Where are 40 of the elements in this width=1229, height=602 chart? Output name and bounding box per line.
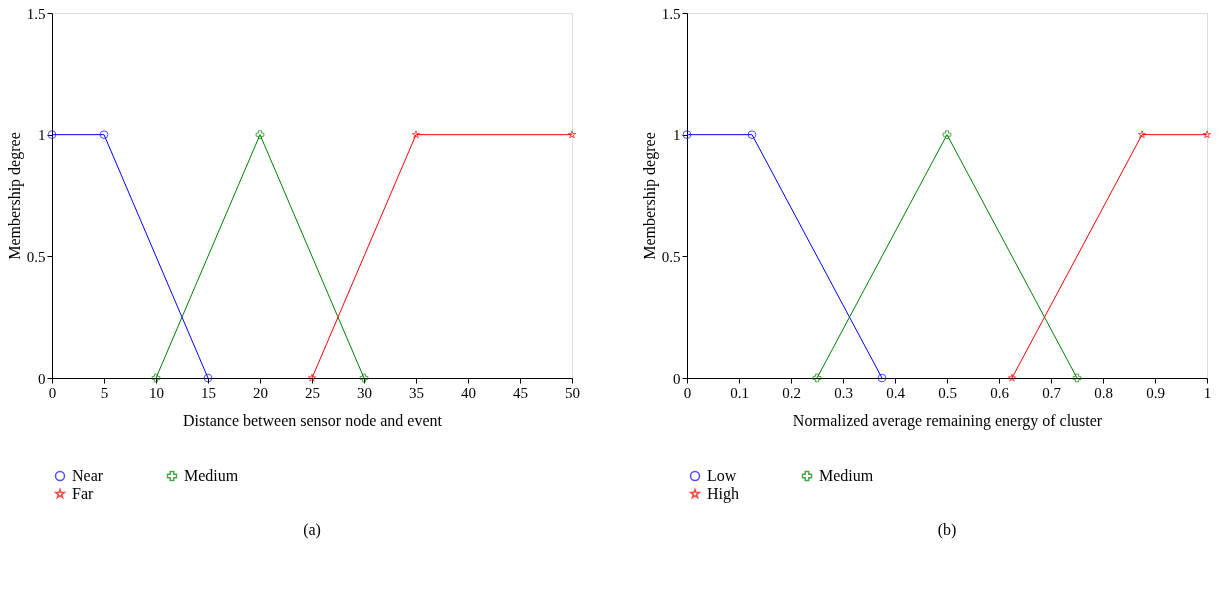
x-tick-label: 5 <box>100 384 109 401</box>
text: (b) <box>937 521 957 539</box>
text: (a) <box>303 521 321 539</box>
x-tick-label: 10 <box>149 384 164 401</box>
y-tick-label: 1 <box>673 127 681 144</box>
x-tick-label: 50 <box>565 384 580 401</box>
x-axis-title: Normalized average remaining energy of cluster <box>792 411 1103 430</box>
x-tick-label: 45 <box>513 384 528 401</box>
x-tick-label: 30 <box>357 384 372 401</box>
x-tick-label: 1 <box>1203 384 1212 401</box>
x-tick-label: 35 <box>409 384 424 401</box>
x-tick-label: 0.5 <box>938 384 957 401</box>
y-tick-label: 1 <box>38 127 46 144</box>
y-tick-label: 0.5 <box>26 248 46 265</box>
y-tick-label: 1.5 <box>661 5 681 22</box>
y-axis-title: Membership degree <box>640 132 659 260</box>
y-tick-label: 0 <box>673 370 681 387</box>
x-tick-label: 0.2 <box>782 384 801 401</box>
y-axis-title: Membership degree <box>5 132 24 260</box>
x-axis-title: Distance between sensor node and event <box>182 411 443 429</box>
y-tick-label: 0.5 <box>661 248 681 265</box>
x-tick-label: 25 <box>305 384 320 401</box>
x-tick-label: 40 <box>461 384 476 401</box>
legend-label: Medium <box>184 467 239 484</box>
legend-label: Near <box>72 467 104 484</box>
legend-label: Far <box>72 485 94 502</box>
x-tick-label: 0.9 <box>1146 384 1165 401</box>
x-tick-label: 0.6 <box>990 384 1010 401</box>
x-tick-label: 20 <box>253 384 268 401</box>
y-tick-label: 1.5 <box>26 5 46 22</box>
x-tick-label: 15 <box>201 384 216 401</box>
legend-label: Medium <box>819 467 874 484</box>
x-tick-label: 0.1 <box>730 384 749 401</box>
legend-label: High <box>707 485 739 503</box>
x-tick-label: 0.8 <box>1094 384 1113 401</box>
x-tick-label: 0.3 <box>834 384 853 401</box>
legend-label: Low <box>707 467 737 484</box>
x-tick-label: 0.7 <box>1042 384 1062 401</box>
y-tick-label: 0 <box>38 370 46 387</box>
x-tick-label: 0.4 <box>886 384 906 401</box>
